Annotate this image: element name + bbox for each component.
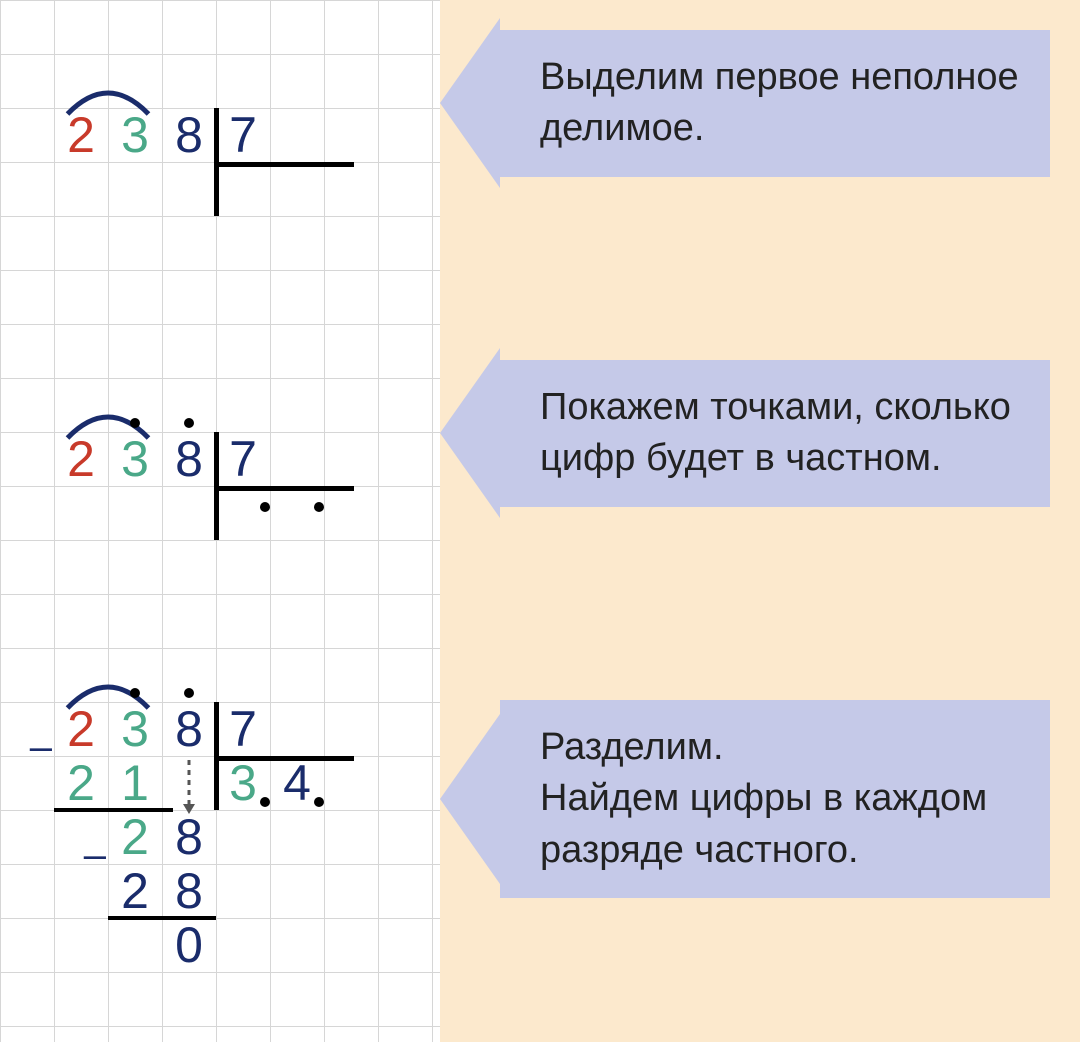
digit: 0 [162,918,216,972]
digit: 2 [54,108,108,162]
callout-area: Выделим первое неполное делимое. Покажем … [440,0,1080,1042]
division-bracket-horizontal [214,486,354,491]
subtraction-line [54,808,173,812]
explanation-callout-1: Выделим первое неполное делимое. [500,30,1050,177]
digit: 7 [216,702,270,756]
digit: 3 [108,108,162,162]
explanation-callout-3: Разделим. Найдем цифры в каждом разряде … [500,700,1050,898]
dot-marker [184,688,194,698]
digit: 8 [162,108,216,162]
minus-sign: – [30,725,52,770]
digit: 3 [108,702,162,756]
division-bracket-horizontal [214,756,354,761]
division-bracket-horizontal [214,162,354,167]
dot-marker [130,418,140,428]
digit: 1 [108,756,162,810]
digit: 3 [108,432,162,486]
digit: 7 [216,432,270,486]
digit: 2 [54,432,108,486]
minus-sign: – [84,833,106,878]
dot-marker [130,688,140,698]
digit: 2 [108,810,162,864]
explanation-callout-2: Покажем точками, сколько цифр будет в ча… [500,360,1050,507]
grid-area: 238723872387213428280–– [0,0,440,1042]
dot-marker [314,502,324,512]
dot-marker [314,797,324,807]
dot-marker [260,797,270,807]
dot-marker [184,418,194,428]
dot-marker [260,502,270,512]
digit: 2 [108,864,162,918]
digit: 7 [216,108,270,162]
digit: 8 [162,864,216,918]
digit: 2 [54,756,108,810]
digit: 2 [54,702,108,756]
digit: 8 [162,702,216,756]
subtraction-line [108,916,216,920]
digit: 8 [162,432,216,486]
digit: 8 [162,810,216,864]
